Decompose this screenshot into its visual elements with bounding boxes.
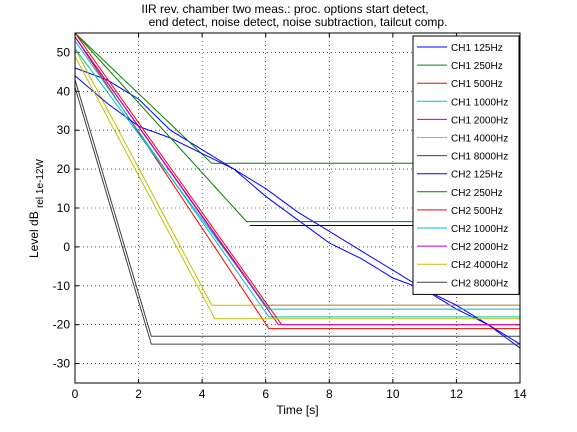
axis-ticks: 0 2 4 6 8 10 12 14 -30 -20 -10 0 10 20 30 40 50 [53, 33, 527, 401]
y-tick-label: 50 [57, 45, 71, 59]
series-line-ch1-125hz [74, 67, 521, 345]
series-line-ch2-125hz [74, 75, 521, 349]
legend-entry: CH2 1000Hz [451, 224, 508, 235]
legend-box [412, 35, 520, 295]
y-tick-label: 40 [57, 84, 71, 98]
x-tick-label: 4 [199, 387, 206, 401]
legend-entry: CH1 8000Hz [451, 152, 508, 163]
y-tick-label: 0 [63, 240, 70, 254]
legend-entry: CH1 250Hz [451, 61, 503, 72]
series-line-ch2-8000hz [74, 87, 520, 345]
series-line-ch2-2000hz [74, 36, 520, 326]
legend-entry: CH2 250Hz [451, 188, 503, 199]
x-tick-label: 6 [262, 387, 269, 401]
legend-entry: CH1 125Hz [451, 43, 503, 54]
series-line-ch1-500hz [74, 36, 520, 330]
legend-entry: CH2 4000Hz [451, 260, 508, 271]
x-tick-label: 2 [135, 387, 142, 401]
x-tick-label: 12 [450, 387, 464, 401]
legend-entry: CH1 1000Hz [451, 97, 508, 108]
legend-entry: CH1 4000Hz [451, 134, 508, 145]
legend-entry: CH1 500Hz [451, 79, 503, 90]
legend-entry: CH2 125Hz [451, 170, 503, 181]
legend-entry: CH2 500Hz [451, 206, 503, 217]
legend-entry: CH1 2000Hz [451, 115, 508, 126]
series-line-ch2-4000hz [74, 56, 520, 320]
y-tick-label: -10 [53, 279, 71, 293]
series-line-ch1-8000hz [74, 79, 520, 337]
x-tick-label: 14 [513, 387, 527, 401]
plot-frame [74, 32, 521, 384]
series-line-ch2-1000hz [74, 48, 520, 310]
y-tick-label: 30 [57, 123, 71, 137]
y-tick-label: -20 [53, 318, 71, 332]
chart-title-line-1: IIR rev. chamber two meas.: proc. option… [141, 2, 428, 16]
series-line-ch1-1000hz [74, 40, 520, 318]
y-tick-label: 10 [57, 201, 71, 215]
x-tick-label: 10 [386, 387, 400, 401]
x-tick-label: 0 [72, 387, 79, 401]
x-tick-label: 8 [326, 387, 333, 401]
series-line-ch1-4000hz [74, 48, 520, 306]
legend: CH1 125Hz CH1 250Hz CH1 500Hz CH1 1000Hz CH1… [412, 35, 520, 295]
y-axis-label-subscript: rel 1e-12W [35, 159, 46, 208]
y-axis-label: Level dB rel 1e-12W [27, 159, 46, 258]
y-tick-label: -30 [53, 357, 71, 371]
y-axis-label-main: Level dB [27, 211, 41, 258]
x-axis-label: Time [s] [276, 403, 318, 417]
legend-entry: CH2 2000Hz [451, 242, 508, 253]
chart-title-line-2: end detect, noise detect, noise subtract… [149, 15, 448, 29]
y-tick-label: 20 [57, 162, 71, 176]
legend-entry: CH2 8000Hz [451, 278, 508, 289]
